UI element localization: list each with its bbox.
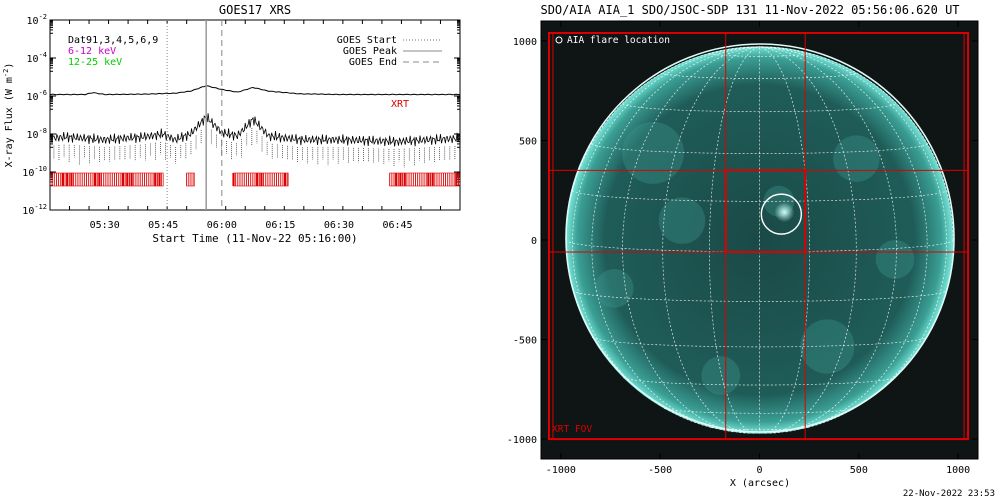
y-tick-exponent: -10 bbox=[34, 165, 47, 173]
aia-y-axis: 1000 500 0 -500 -1000 bbox=[507, 37, 978, 446]
series-line-low-band bbox=[50, 85, 460, 96]
legend-goes-end: GOES End bbox=[349, 57, 397, 68]
y-tick-exponent: -8 bbox=[39, 127, 47, 135]
y-tick-base: 10 bbox=[27, 54, 39, 65]
active-region-glow bbox=[621, 121, 684, 184]
legend-high-band: 12-25 keV bbox=[68, 57, 122, 68]
active-region-glow bbox=[875, 239, 915, 279]
flare-location-legend-icon bbox=[555, 36, 563, 44]
goes-x-axis-label: Start Time (11-Nov-22 05:16:00) bbox=[152, 232, 357, 245]
xrt-fov-boxes bbox=[547, 31, 970, 441]
flare-location-legend-label: AIA flare location bbox=[567, 35, 670, 46]
longitude-line bbox=[622, 46, 760, 434]
aia-flare-location-marker bbox=[760, 193, 803, 235]
aia-y-tick-label: 1000 bbox=[513, 37, 537, 48]
y-tick-base: 10 bbox=[22, 168, 34, 179]
x-tick-label: 06:00 bbox=[207, 220, 237, 231]
latitude-line bbox=[591, 336, 928, 348]
latitude-line bbox=[572, 290, 947, 302]
x-tick-label: 05:45 bbox=[148, 220, 178, 231]
aia-x-axis: -1000 -500 0 500 1000 bbox=[546, 21, 970, 476]
aia-y-tick-label: 0 bbox=[531, 236, 537, 247]
active-region-glow bbox=[800, 319, 855, 374]
longitude-line bbox=[759, 46, 897, 434]
legend-low-band: 6-12 keV bbox=[68, 46, 116, 57]
y-tick-base: 10 bbox=[27, 16, 39, 27]
y-tick-label: 10-8 bbox=[27, 127, 47, 141]
longitude-line bbox=[759, 46, 857, 434]
x-tick-label: 05:30 bbox=[90, 220, 120, 231]
longitude-line bbox=[662, 46, 760, 434]
y-tick-label: 10-10 bbox=[22, 165, 47, 179]
goes-plot-frame bbox=[49, 19, 461, 211]
aia-x-tick-label: -1000 bbox=[546, 465, 576, 476]
active-region-glow bbox=[701, 356, 741, 395]
latitude-line bbox=[663, 407, 856, 414]
aia-y-tick-label: 500 bbox=[519, 136, 537, 147]
series-line-high-band bbox=[50, 113, 460, 147]
y-tick-exponent: -4 bbox=[39, 51, 47, 59]
flare-brightening bbox=[774, 202, 795, 223]
longitude-line bbox=[759, 46, 954, 241]
goes-x-axis: 05:30 05:45 06:00 06:15 06:30 06:45 bbox=[69, 20, 461, 231]
latitude-line bbox=[591, 143, 928, 154]
x-tick-label: 06:45 bbox=[382, 220, 412, 231]
legend-dataset-header: Dat91,3,4,5,6,9 bbox=[68, 35, 158, 46]
heliographic-grid bbox=[565, 46, 954, 434]
y-tick-label: 10-6 bbox=[27, 89, 47, 103]
longitude-line bbox=[591, 46, 760, 433]
legend-goes-peak: GOES Peak bbox=[343, 46, 397, 57]
goes-xrt-coverage bbox=[50, 172, 460, 187]
y-tick-base: 10 bbox=[22, 206, 34, 217]
goes-event-lines bbox=[166, 20, 223, 210]
goes-title: GOES17 XRS bbox=[219, 3, 291, 17]
xrt-fov-label: XRT FOV bbox=[552, 424, 592, 435]
longitude-line bbox=[709, 46, 760, 434]
aia-x-tick-label: 1000 bbox=[946, 465, 970, 476]
active-region-glow bbox=[658, 197, 706, 244]
xrt-series-label: XRT bbox=[391, 99, 409, 110]
aia-image-panel: SDO/AIA AIA_1 SDO/JSOC-SDP 131 11-Nov-20… bbox=[507, 3, 995, 499]
aia-x-tick-label: -500 bbox=[648, 465, 672, 476]
longitude-line bbox=[565, 46, 760, 241]
latitude-line bbox=[662, 72, 857, 79]
x-tick-label: 06:30 bbox=[324, 220, 354, 231]
y-tick-label: 10-12 bbox=[22, 203, 47, 217]
goes-y-axis-label: X-ray Flux (W m-2) bbox=[2, 63, 15, 168]
longitude-line bbox=[759, 46, 928, 433]
goes-series-group bbox=[50, 85, 460, 168]
footer-timestamp: 22-Nov-2022 23:53 bbox=[903, 489, 995, 499]
y-tick-exponent: -12 bbox=[34, 203, 47, 211]
aia-y-tick-label: -1000 bbox=[507, 435, 537, 446]
y-tick-exponent: -2 bbox=[39, 13, 47, 21]
longitude-line bbox=[759, 46, 810, 434]
y-tick-label: 10-4 bbox=[27, 51, 47, 65]
y-tick-label: 10-2 bbox=[27, 13, 47, 27]
aia-title: SDO/AIA AIA_1 SDO/JSOC-SDP 131 11-Nov-20… bbox=[540, 3, 959, 17]
y-tick-base: 10 bbox=[27, 130, 39, 141]
xrt-fov-outer-box bbox=[547, 31, 970, 441]
xrt-coverage-span bbox=[50, 172, 164, 187]
longitude-line bbox=[759, 46, 947, 428]
y-tick-base: 10 bbox=[27, 92, 39, 103]
aia-x-axis-label: X (arcsec) bbox=[730, 478, 790, 489]
legend-goes-start: GOES Start bbox=[337, 35, 397, 46]
x-tick-label: 06:15 bbox=[265, 220, 295, 231]
latitude-line bbox=[711, 427, 808, 431]
active-region-glow bbox=[833, 135, 880, 182]
y-tick-exponent: -6 bbox=[39, 89, 47, 97]
aia-x-tick-label: 0 bbox=[756, 465, 762, 476]
aia-x-tick-label: 500 bbox=[850, 465, 868, 476]
aia-y-tick-label: -500 bbox=[513, 336, 537, 347]
solar-limb bbox=[565, 43, 955, 433]
